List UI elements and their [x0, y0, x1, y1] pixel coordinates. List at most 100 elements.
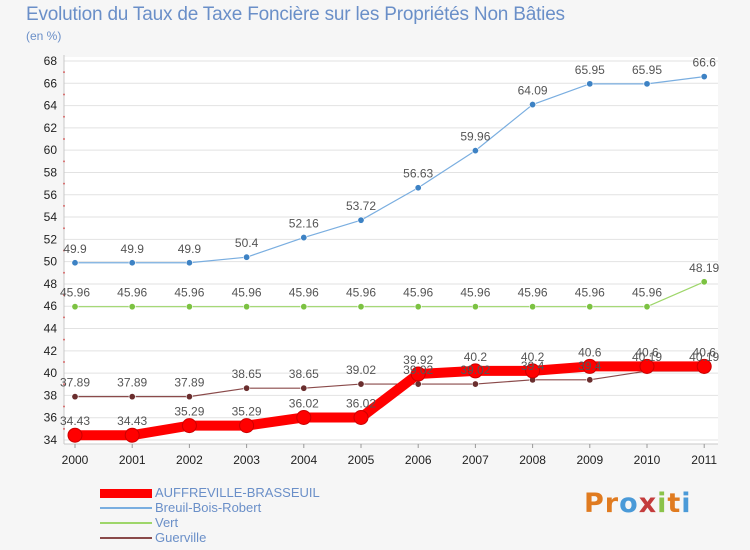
data-label-guerville: 37.89	[117, 376, 147, 390]
y-minor-tick	[63, 71, 65, 74]
legend-swatch-auffreville-brasseuil	[100, 488, 152, 498]
data-label-vert: 48.19	[689, 261, 719, 275]
data-point-breuil-bois-robert	[128, 259, 136, 267]
legend-swatch-vert	[100, 522, 152, 524]
y-tick-label: 48	[44, 277, 58, 291]
data-label-guerville: 38.65	[232, 367, 262, 381]
y-tick-label: 36	[44, 411, 58, 425]
data-label-vert: 45.96	[232, 286, 262, 300]
data-point-vert	[529, 303, 537, 311]
data-point-auffreville-brasseuil	[410, 366, 426, 382]
y-tick-label: 52	[44, 232, 58, 246]
data-label-breuil-bois-robert: 64.09	[518, 84, 548, 98]
y-tick-label: 56	[44, 188, 58, 202]
data-label-auffreville-brasseuil: 39.92	[403, 353, 433, 367]
legend-swatch-guerville	[100, 537, 152, 539]
data-point-guerville	[185, 393, 193, 401]
data-point-guerville	[71, 393, 79, 401]
data-label-vert: 45.96	[460, 286, 490, 300]
data-label-breuil-bois-robert: 65.95	[575, 63, 605, 77]
x-tick-label: 2006	[405, 453, 432, 467]
series-line-guerville	[75, 370, 705, 398]
data-point-vert	[71, 303, 79, 311]
data-label-auffreville-brasseuil: 35.29	[232, 405, 262, 419]
y-minor-tick	[63, 271, 65, 274]
data-label-auffreville-brasseuil: 34.43	[117, 414, 147, 428]
data-label-vert: 45.96	[403, 286, 433, 300]
data-point-vert	[643, 303, 651, 311]
data-point-auffreville-brasseuil	[525, 363, 541, 379]
y-minor-tick	[63, 160, 65, 163]
y-tick-label: 68	[44, 54, 58, 68]
data-point-vert	[243, 303, 251, 311]
data-label-breuil-bois-robert: 56.63	[403, 167, 433, 181]
data-label-auffreville-brasseuil: 40.6	[635, 345, 659, 359]
data-point-breuil-bois-robert	[185, 259, 193, 267]
data-point-guerville	[300, 384, 308, 392]
y-tick-label: 58	[44, 165, 58, 179]
y-minor-tick	[63, 138, 65, 141]
y-minor-tick	[63, 227, 65, 230]
data-point-breuil-bois-robert	[243, 253, 251, 261]
data-point-auffreville-brasseuil	[696, 358, 712, 374]
data-label-guerville: 38.65	[289, 367, 319, 381]
series-line-vert	[75, 281, 705, 308]
y-tick-label: 62	[44, 121, 58, 135]
data-label-guerville: 39.02	[460, 363, 490, 377]
y-tick-label: 50	[44, 255, 58, 269]
data-point-auffreville-brasseuil	[239, 418, 255, 434]
data-label-vert: 45.96	[174, 286, 204, 300]
data-label-guerville: 37.89	[60, 376, 90, 390]
y-minor-tick	[63, 405, 65, 408]
x-tick-label: 2001	[119, 453, 146, 467]
data-label-breuil-bois-robert: 52.16	[289, 217, 319, 231]
data-label-vert: 45.96	[575, 286, 605, 300]
data-point-auffreville-brasseuil	[296, 409, 312, 425]
data-label-breuil-bois-robert: 65.95	[632, 63, 662, 77]
y-minor-tick	[63, 204, 65, 207]
data-label-guerville: 39.02	[346, 363, 376, 377]
legend-label: Breuil-Bois-Robert	[155, 500, 262, 515]
data-label-breuil-bois-robert: 53.72	[346, 199, 376, 213]
data-point-auffreville-brasseuil	[67, 427, 83, 443]
data-label-auffreville-brasseuil: 36.02	[289, 396, 319, 410]
legend-label: AUFFREVILLE-BRASSEUIL	[155, 485, 320, 500]
y-tick-label: 38	[44, 388, 58, 402]
data-label-guerville: 37.89	[174, 376, 204, 390]
x-tick-label: 2010	[634, 453, 661, 467]
data-point-auffreville-brasseuil	[582, 358, 598, 374]
data-point-auffreville-brasseuil	[639, 358, 655, 374]
x-tick-label: 2005	[348, 453, 375, 467]
x-tick-label: 2004	[290, 453, 317, 467]
x-tick-label: 2008	[519, 453, 546, 467]
data-point-vert	[586, 303, 594, 311]
y-minor-tick	[63, 427, 65, 430]
data-label-auffreville-brasseuil: 40.6	[693, 345, 717, 359]
y-tick-label: 40	[44, 366, 58, 380]
data-label-vert: 45.96	[346, 286, 376, 300]
data-label-vert: 45.96	[632, 286, 662, 300]
y-minor-tick	[63, 294, 65, 297]
y-tick-label: 44	[44, 322, 58, 336]
series-line-auffreville-brasseuil	[75, 361, 705, 441]
proxiti-logo: Proxiti	[584, 488, 692, 519]
data-point-breuil-bois-robert	[471, 147, 479, 155]
data-point-vert	[185, 303, 193, 311]
series-line-breuil-bois-robert	[75, 76, 705, 264]
data-label-auffreville-brasseuil: 40.2	[464, 350, 488, 364]
x-tick-label: 2003	[233, 453, 260, 467]
data-label-guerville: 40.19	[632, 350, 662, 364]
data-label-guerville: 39.4	[521, 359, 545, 373]
data-point-vert	[471, 303, 479, 311]
y-minor-tick	[63, 383, 65, 386]
data-point-breuil-bois-robert	[300, 234, 308, 242]
y-axis-unit-label: (en %)	[26, 29, 62, 43]
data-point-guerville	[357, 380, 365, 388]
y-tick-label: 42	[44, 344, 58, 358]
y-tick-label: 66	[44, 76, 58, 90]
data-point-breuil-bois-robert	[700, 73, 708, 81]
data-point-vert	[414, 303, 422, 311]
data-point-vert	[300, 303, 308, 311]
data-point-auffreville-brasseuil	[124, 427, 140, 443]
